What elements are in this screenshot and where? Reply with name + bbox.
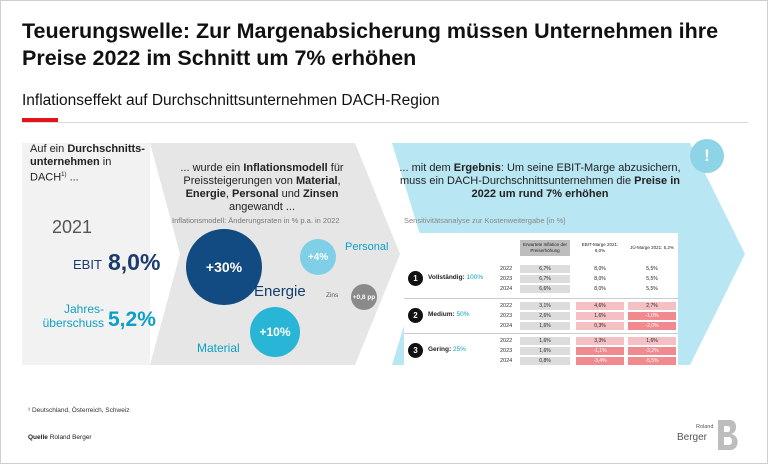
- table-cell: 2,6%: [520, 312, 570, 320]
- sensitivity-caption: Sensitivitätsanalyse zur Kostenweitergab…: [404, 216, 566, 225]
- table-cell: 1,6%: [520, 322, 570, 330]
- table-cell: -5,5%: [628, 357, 676, 365]
- ebit-value: 8,0%: [108, 249, 161, 275]
- scenario-number: 2: [408, 308, 423, 323]
- brand-roland: Roland: [696, 424, 714, 430]
- table-header: EBIT-Marge 2021: 8,0%: [576, 240, 624, 256]
- zins-bubble: +0,8 pp: [351, 284, 377, 310]
- table-year: 2024: [500, 358, 513, 364]
- table-cell: 1,6%: [520, 337, 570, 345]
- table-cell: -1,1%: [576, 347, 624, 355]
- table-cell: 5,5%: [628, 275, 676, 283]
- table-cell: 6,7%: [520, 265, 570, 273]
- table-year: 2024: [500, 286, 513, 292]
- table-year: 2023: [500, 313, 513, 319]
- page-subtitle: Inflationseffekt auf Durchschnittsuntern…: [22, 92, 440, 109]
- ebit-label: EBIT: [73, 257, 102, 272]
- table-cell: 8,0%: [576, 265, 624, 273]
- sensitivity-table: Erwartete Inflation der Preiserhöhung EB…: [404, 233, 678, 365]
- scenario-label: Vollständig: 100%: [428, 274, 484, 281]
- zins-label: Zins: [326, 292, 339, 299]
- table-year: 2022: [500, 266, 513, 272]
- step1-text: Auf ein Durchschnitts-unternehmen in DAC…: [30, 143, 145, 184]
- table-cell: 0,3%: [576, 322, 624, 330]
- step2-text: ... wurde ein Inflationsmodell für Preis…: [180, 162, 344, 213]
- table-cell: 1,6%: [628, 337, 676, 345]
- table-cell: 0,8%: [520, 357, 570, 365]
- roland-berger-logo-icon: [718, 420, 738, 450]
- table-cell: 3,1%: [520, 302, 570, 310]
- jahresueberschuss-label: Jahres-überschuss: [42, 302, 104, 330]
- scenario-number: 3: [408, 343, 423, 358]
- table-year: 2022: [500, 303, 513, 309]
- base-year: 2021: [52, 217, 93, 237]
- exclamation-icon: !: [690, 139, 724, 173]
- page-title: Teuerungswelle: Zur Margenabsicherung mü…: [22, 19, 719, 70]
- scenario-label: Gering: 25%: [428, 346, 466, 353]
- material-label: Material: [197, 341, 240, 355]
- table-cell: 1,6%: [576, 312, 624, 320]
- accent-bar: [22, 118, 58, 122]
- table-year: 2022: [500, 338, 513, 344]
- table-cell: 4,6%: [576, 302, 624, 310]
- divider: [22, 122, 748, 123]
- table-cell: -1,0%: [628, 312, 676, 320]
- table-cell: 5,5%: [628, 265, 676, 273]
- table-cell: 8,0%: [576, 285, 624, 293]
- table-separator: [404, 333, 678, 334]
- model-caption: Inflationsmodell: Änderungsraten in % p.…: [172, 216, 340, 225]
- step2-arrow: [150, 143, 400, 365]
- table-year: 2023: [500, 348, 513, 354]
- brand-berger: Berger: [677, 432, 708, 443]
- table-separator: [404, 298, 678, 299]
- table-cell: 2,7%: [628, 302, 676, 310]
- personal-bubble: +4%: [300, 239, 336, 275]
- table-cell: 8,0%: [576, 275, 624, 283]
- jahresueberschuss-value: 5,2%: [108, 308, 156, 331]
- table-cell: 6,7%: [520, 275, 570, 283]
- step1-panel: [22, 143, 150, 365]
- table-header: JÜ-Marge 2021: 5,2%: [628, 240, 676, 256]
- table-header: Erwartete Inflation der Preiserhöhung: [520, 240, 570, 256]
- table-year: 2024: [500, 323, 513, 329]
- material-bubble: +10%: [250, 307, 300, 357]
- table-cell: 5,5%: [628, 285, 676, 293]
- table-cell: 3,3%: [576, 337, 624, 345]
- personal-label: Personal: [345, 241, 389, 253]
- table-cell: 6,6%: [520, 285, 570, 293]
- scenario-number: 1: [408, 271, 423, 286]
- step3-text: ... mit dem Ergebnis: Um seine EBIT-Marg…: [399, 162, 681, 200]
- footnote: ¹ Deutschland, Österreich, Schweiz: [28, 407, 130, 414]
- table-cell: -3,4%: [576, 357, 624, 365]
- table-cell: -3,2%: [628, 347, 676, 355]
- energie-bubble: +30%: [186, 229, 262, 305]
- source-line: Quelle Roland Berger: [28, 434, 92, 441]
- table-cell: 1,6%: [520, 347, 570, 355]
- table-cell: -2,0%: [628, 322, 676, 330]
- scenario-label: Medium: 50%: [428, 311, 470, 318]
- table-year: 2023: [500, 276, 513, 282]
- energie-label: Energie: [254, 283, 306, 300]
